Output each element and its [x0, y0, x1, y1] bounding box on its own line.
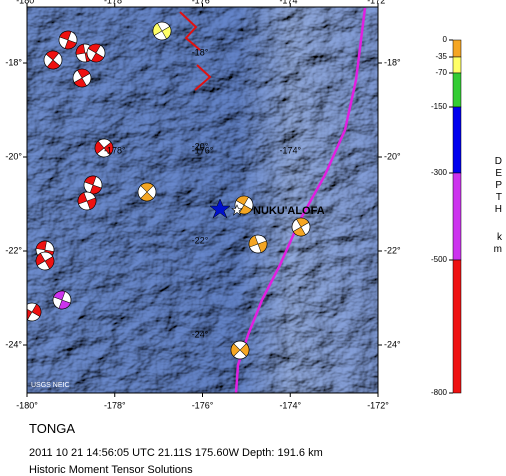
focal-mechanism — [86, 43, 106, 63]
scale-band — [452, 259, 462, 394]
map-area — [27, 7, 378, 393]
ball-quadrant — [73, 68, 91, 88]
note: Historic Moment Tensor Solutions — [29, 464, 193, 476]
focal-mechanism — [94, 138, 114, 158]
ball-quadrant — [94, 140, 114, 156]
fault — [179, 11, 201, 51]
lat-label: -24° — [5, 339, 22, 349]
ball-quadrant — [248, 235, 268, 253]
epicenter — [209, 198, 231, 219]
focal-mechanism — [52, 290, 72, 310]
event-info: 2011 10 21 14:56:05 UTC 21.11S 175.60W D… — [29, 447, 323, 459]
lon-label: -180° — [16, 0, 38, 5]
scale-label: -70 — [435, 68, 447, 77]
ball-quadrant — [59, 30, 77, 50]
lon-label: -176° — [192, 400, 214, 410]
lon-label: -174° — [279, 400, 301, 410]
lat-label: -24° — [192, 329, 209, 339]
lat-label: -18° — [384, 57, 401, 67]
lon-label: -178° — [104, 400, 126, 410]
lat-label: -24° — [384, 339, 401, 349]
lon-label: -180° — [16, 400, 38, 410]
lon-label: -172° — [367, 0, 389, 5]
focal-mechanism — [248, 234, 268, 254]
lon-label: -178° — [104, 0, 126, 5]
scale-band — [452, 56, 462, 74]
lat-label: -22° — [192, 235, 209, 245]
scale-label: 0 — [443, 35, 448, 44]
ball-quadrant — [45, 50, 61, 70]
ball-quadrant — [230, 343, 250, 357]
focal-mechanism — [77, 191, 97, 211]
ball-quadrant — [152, 22, 172, 40]
lon-label: -174° — [279, 0, 301, 5]
focal-mechanism — [152, 21, 172, 41]
focal-mechanism — [230, 340, 250, 360]
focal-mechanism — [43, 50, 63, 70]
scale-label: -800 — [431, 388, 448, 397]
ball-quadrant — [35, 252, 55, 270]
lon-label: -178° — [104, 145, 126, 155]
focal-mechanism — [58, 30, 78, 50]
focal-mechanism — [35, 251, 55, 271]
lon-label: -176° — [192, 0, 214, 5]
lat-label: -22° — [384, 245, 401, 255]
lon-label: -174° — [279, 145, 301, 155]
focal-mechanism — [72, 68, 92, 88]
scale-label: -500 — [431, 255, 448, 264]
credit: USGS NEIC — [31, 382, 70, 389]
focal-mechanism — [291, 217, 311, 237]
lat-label: -20° — [5, 151, 22, 161]
ball-quadrant — [292, 217, 310, 237]
scale-band — [452, 172, 462, 261]
lat-label: -18° — [5, 57, 22, 67]
fault — [194, 64, 212, 91]
scale-label: -300 — [431, 168, 448, 177]
focal-mechanism — [137, 182, 157, 202]
city-label: NUKU'ALOFA — [253, 205, 325, 217]
lat-label: -20° — [192, 141, 209, 151]
focal-mechanism — [83, 175, 103, 195]
lat-label: -18° — [192, 47, 209, 57]
ball-quadrant — [140, 182, 154, 202]
scale-band — [452, 72, 462, 108]
scale-band — [452, 106, 462, 174]
scale-label: -150 — [431, 102, 448, 111]
ball-quadrant — [87, 43, 105, 63]
scale-label: -35 — [435, 52, 447, 61]
lon-label: -172° — [367, 400, 389, 410]
lon-label: -176° — [192, 145, 214, 155]
ball-quadrant — [77, 192, 97, 210]
region: TONGA — [29, 421, 75, 436]
city-marker — [231, 204, 243, 216]
lat-label: -20° — [384, 151, 401, 161]
ball-quadrant — [53, 290, 71, 310]
scale-band — [452, 39, 462, 58]
lat-label: -22° — [5, 245, 22, 255]
